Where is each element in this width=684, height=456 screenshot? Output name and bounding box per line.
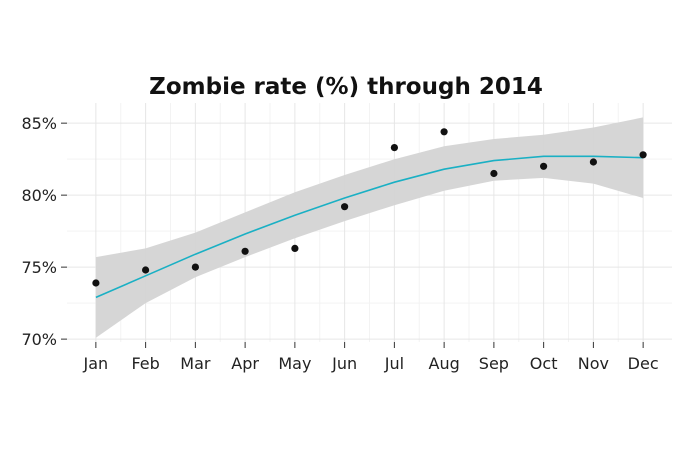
data-point (589, 158, 598, 166)
x-tick-label: Feb (131, 354, 159, 373)
data-point (92, 279, 100, 287)
data-point (341, 203, 349, 211)
data-point (390, 144, 398, 152)
data-point (191, 263, 199, 271)
x-tick-label: Oct (530, 354, 558, 373)
x-tick-label: Nov (578, 354, 609, 373)
data-point (440, 128, 448, 136)
data-points (92, 128, 647, 287)
x-tick-label: Dec (628, 354, 659, 373)
y-tick-label: 70% (21, 330, 57, 349)
y-tick-label: 80% (21, 186, 57, 205)
data-point (540, 162, 548, 170)
y-tick-label: 75% (21, 258, 57, 277)
y-axis: 70% 75% 80% 85% (21, 114, 67, 349)
confidence-band-area (95, 117, 644, 338)
y-tick-label: 85% (21, 114, 57, 133)
chart-title: Zombie rate (%) through 2014 (149, 74, 543, 100)
x-tick-label: Mar (180, 354, 211, 373)
smooth-line-path (95, 155, 644, 299)
data-point (142, 266, 150, 274)
x-tick-label: Apr (231, 354, 259, 373)
data-point (639, 151, 647, 159)
confidence-band (95, 117, 644, 338)
x-tick-label: Aug (429, 354, 460, 373)
x-tick-label: May (278, 354, 311, 373)
x-axis: Jan Feb Mar Apr May Jun Jul Aug Sep Oct Nov Dec (83, 342, 659, 373)
x-tick-label: Jun (331, 354, 357, 373)
data-point (291, 244, 299, 252)
x-tick-label: Jan (83, 354, 109, 373)
smooth-line (95, 155, 644, 299)
x-tick-label: Sep (479, 354, 509, 373)
data-point (241, 247, 249, 255)
data-point (490, 169, 498, 178)
x-tick-label: Jul (384, 354, 404, 373)
